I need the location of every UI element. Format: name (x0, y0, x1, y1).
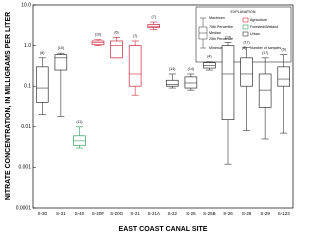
box (35, 66, 49, 103)
count-label: (7) (133, 34, 137, 38)
box (91, 40, 105, 46)
x-tick-label: S-30 (38, 211, 48, 216)
legend-part: 75th Percentile (209, 25, 233, 29)
legend-swatch (242, 31, 249, 37)
box (128, 45, 142, 87)
x-tick-label: S-25B (203, 211, 216, 216)
legend-label: Forested/Wetland (250, 25, 278, 29)
x-axis-title: EAST COAST CANAL SITE (119, 226, 208, 233)
legend-frame (195, 6, 292, 63)
y-axis-title: NITRATE CONCENTRATION, IN MILLIGRAMS PER… (5, 12, 12, 200)
count-label: (14) (169, 67, 175, 71)
x-tick-label: S-40 (75, 211, 85, 216)
box (54, 54, 68, 71)
legend-part: Median (209, 31, 221, 35)
x-tick-label: S-21 (130, 211, 140, 216)
legend-part: Minimum (209, 46, 224, 50)
legend-count-example: (8) (242, 46, 246, 50)
y-tick-label: 0.01 (21, 124, 31, 130)
chart: NITRATE CONCENTRATION, IN MILLIGRAMS PER… (5, 2, 294, 233)
y-tick-label: 0.001 (18, 165, 31, 171)
count-label: (17) (262, 51, 268, 55)
legend-swatch (242, 17, 249, 23)
x-tick-label: S-26 (223, 211, 233, 216)
box (258, 73, 272, 108)
legend-groups: Agriculture Forested/Wetland Urban (242, 17, 278, 37)
x-tick-label: S-25 (186, 211, 196, 216)
x-tick-label: S-31 (56, 211, 66, 216)
box (277, 66, 291, 87)
y-tick-label: 10.0 (21, 2, 31, 8)
count-label: (6) (282, 48, 286, 52)
plot-frame (32, 4, 294, 209)
legend-swatch (242, 24, 249, 30)
x-tick-label: S-29 (260, 211, 270, 216)
count-label: (4) (207, 55, 211, 59)
x-tick-label: S-20G (110, 211, 124, 216)
legend-part: 25th Percentile (209, 37, 233, 41)
x-tick-label: S-28 (242, 211, 252, 216)
count-label: (11) (76, 120, 82, 124)
box (221, 45, 235, 121)
count-label: (17) (225, 35, 231, 39)
legend-part: Maximum (209, 16, 225, 20)
legend-label: Urban (250, 32, 260, 36)
y-tick-label: 1.0 (24, 43, 31, 49)
box (240, 57, 253, 87)
box (110, 40, 123, 59)
box (203, 62, 216, 69)
x-tick-label: S-123 (278, 211, 291, 216)
count-label: (10) (95, 33, 101, 37)
x-tick-label: S-20F (92, 211, 105, 216)
y-tick-label: 0.0001 (16, 205, 32, 211)
legend-title: EXPLANATION (231, 10, 256, 14)
count-label: (17) (243, 40, 249, 44)
y-tick-label: 0.1 (24, 84, 31, 90)
box (73, 135, 86, 146)
legend: EXPLANATION Maximum 75th Percentile Medi… (195, 6, 292, 63)
count-label: (14) (188, 67, 194, 71)
box (184, 76, 198, 89)
legend-label: Agriculture (250, 18, 267, 22)
x-tick-label: S-22 (168, 211, 178, 216)
x-tick-label: S-21A (147, 211, 160, 216)
count-label: (8) (40, 51, 44, 55)
box (165, 79, 179, 87)
count-label: (7) (152, 15, 156, 19)
count-label: (6) (114, 30, 118, 34)
legend-count-text: Number of samples (250, 46, 281, 50)
count-label: (10) (58, 46, 64, 50)
